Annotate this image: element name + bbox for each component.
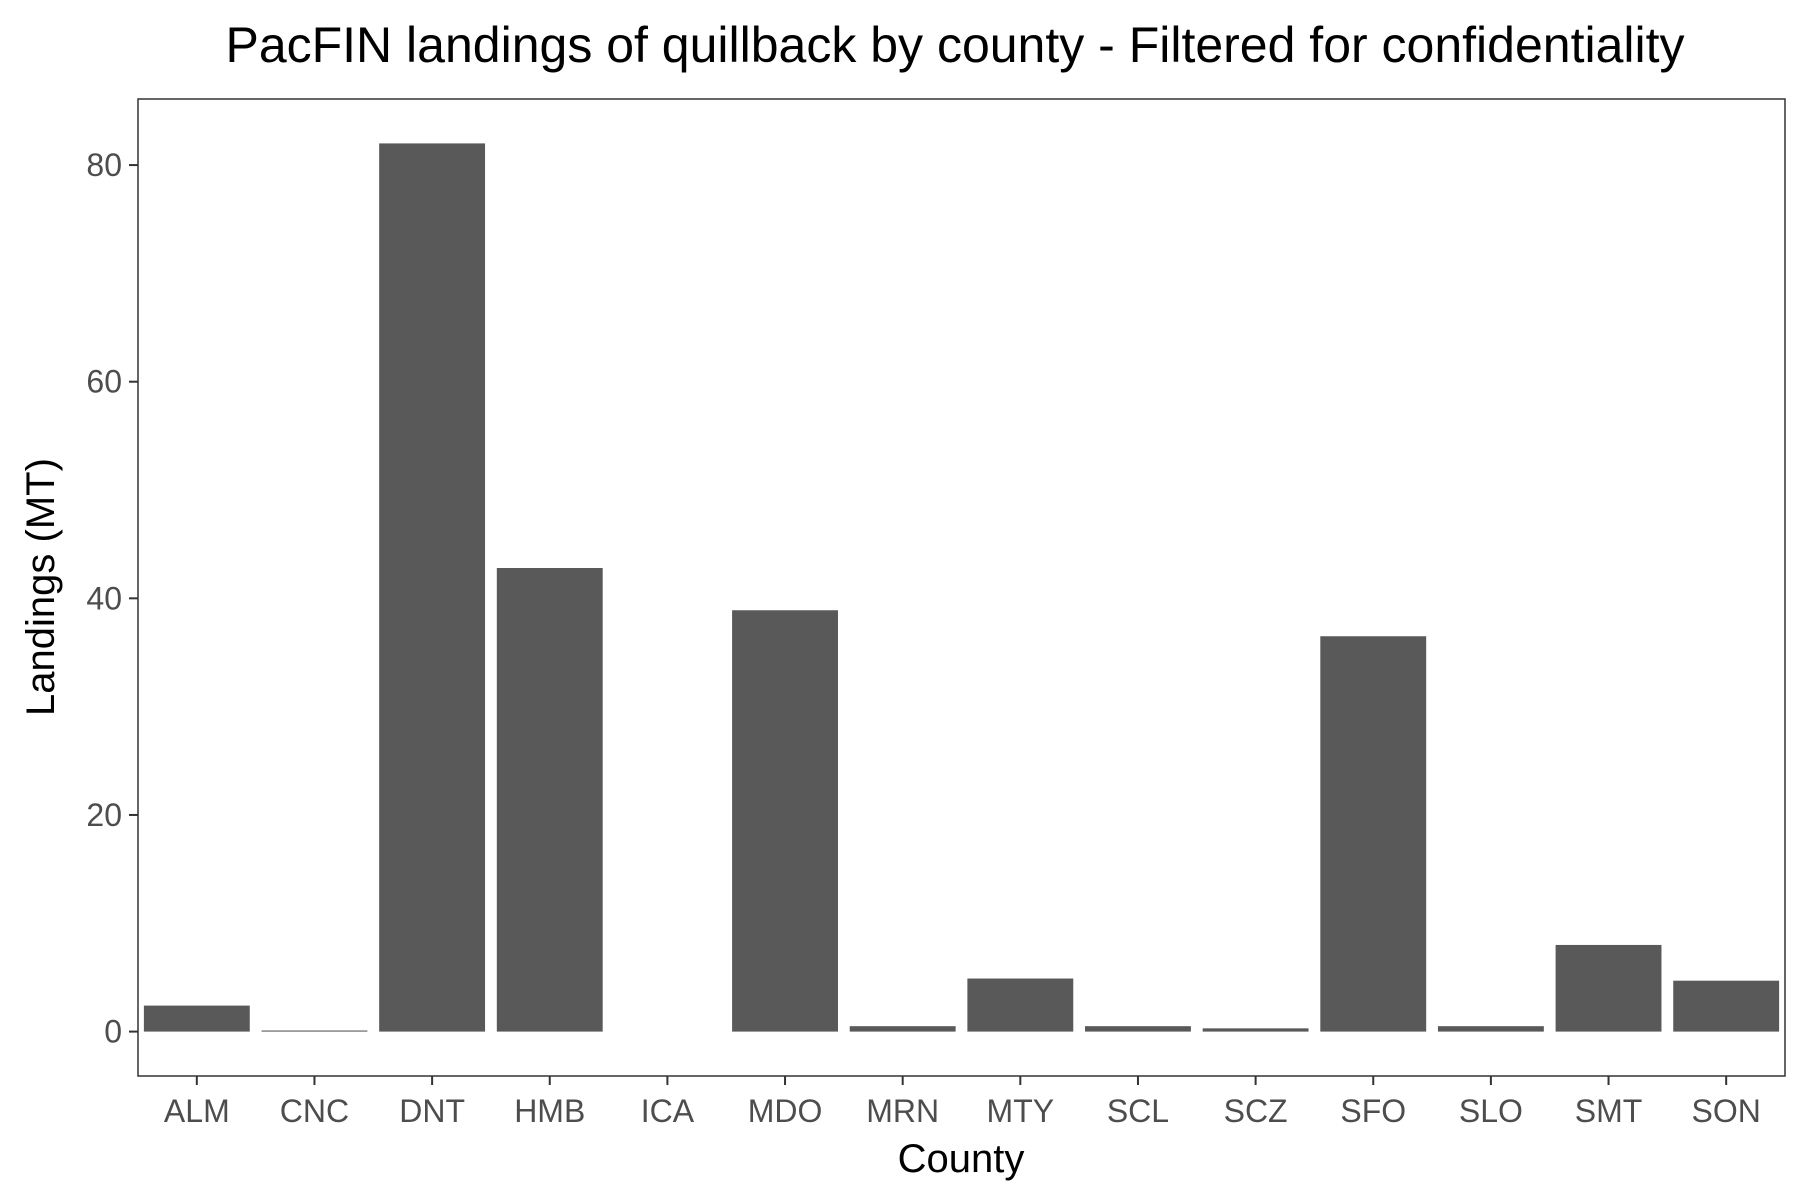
- bar-cnc: [261, 1030, 368, 1032]
- y-tick-label-0: 0: [104, 1014, 122, 1050]
- bar-slo: [1437, 1026, 1544, 1032]
- bar-smt: [1555, 944, 1662, 1032]
- x-axis-title: County: [898, 1137, 1025, 1181]
- x-tick-label-alm: ALM: [164, 1093, 230, 1129]
- x-tick-label-mty: MTY: [987, 1093, 1055, 1129]
- bar-alm: [143, 1005, 250, 1032]
- bar-scl: [1085, 1026, 1191, 1032]
- bar-son: [1673, 980, 1780, 1032]
- y-axis: 0 20 40 60 80: [86, 147, 138, 1050]
- bar-scz: [1202, 1028, 1309, 1032]
- chart-title: PacFIN landings of quillback by county -…: [225, 17, 1684, 73]
- bar-dnt: [379, 143, 486, 1032]
- bar-mdo: [732, 610, 838, 1032]
- x-tick-label-mrn: MRN: [866, 1093, 939, 1129]
- bar-sfo: [1320, 636, 1427, 1032]
- x-tick-label-smt: SMT: [1575, 1093, 1643, 1129]
- x-tick-label-slo: SLO: [1459, 1093, 1523, 1129]
- y-tick-label-60: 60: [86, 364, 122, 400]
- x-tick-label-scl: SCL: [1107, 1093, 1169, 1129]
- x-tick-label-sfo: SFO: [1340, 1093, 1406, 1129]
- x-axis: ALM CNC DNT HMB ICA MDO MRN MTY SCL SCZ SFO SLO SMT S…: [164, 1076, 1761, 1129]
- bars-group: [143, 143, 1780, 1032]
- y-tick-label-80: 80: [86, 147, 122, 183]
- x-tick-label-dnt: DNT: [399, 1093, 465, 1129]
- x-tick-label-son: SON: [1692, 1093, 1761, 1129]
- bar-mrn: [849, 1026, 956, 1032]
- bar-mty: [967, 978, 1074, 1032]
- y-axis-title: Landings (MT): [19, 458, 63, 716]
- x-tick-label-cnc: CNC: [280, 1093, 349, 1129]
- x-tick-label-hmb: HMB: [514, 1093, 585, 1129]
- x-tick-label-scz: SCZ: [1224, 1093, 1288, 1129]
- y-tick-label-20: 20: [86, 797, 122, 833]
- x-tick-label-mdo: MDO: [748, 1093, 823, 1129]
- x-tick-label-ica: ICA: [641, 1093, 695, 1129]
- plot-panel: [137, 98, 1786, 1077]
- y-tick-label-40: 40: [86, 580, 122, 616]
- bar-hmb: [496, 568, 603, 1032]
